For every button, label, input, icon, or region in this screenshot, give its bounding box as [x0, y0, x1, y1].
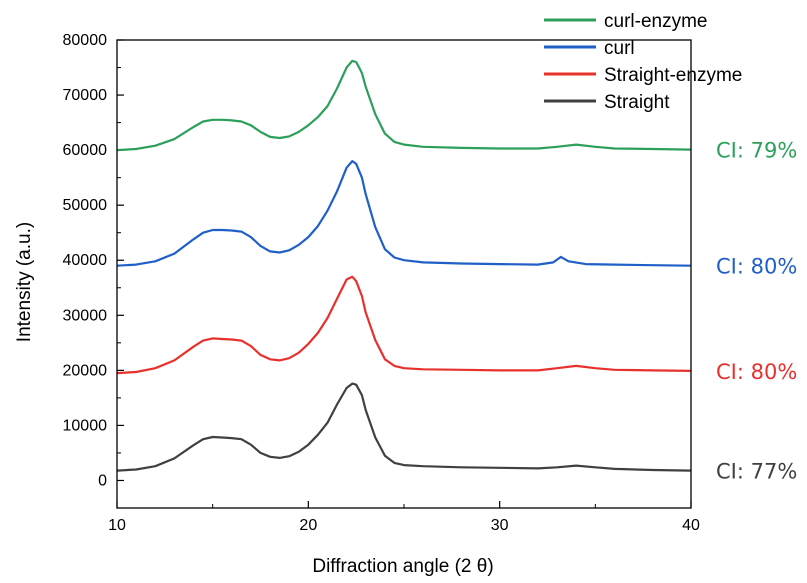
- y-tick-label: 50000: [63, 197, 108, 214]
- legend-label-straight-enzyme: Straight-enzyme: [604, 65, 742, 86]
- legend-label-curl-enzyme: curl-enzyme: [604, 11, 707, 32]
- y-tick-label: 80000: [63, 32, 108, 49]
- y-tick-label: 60000: [63, 142, 108, 159]
- y-axis-ticks: 0 10000 20000 30000 40000 50000 60000 70000 8000…: [63, 32, 124, 509]
- x-axis-ticks: 10 20 30 40: [108, 501, 700, 534]
- legend-label-curl: curl: [604, 38, 635, 59]
- y-tick-label: 10000: [63, 417, 108, 434]
- series-line-straight: [116, 382, 692, 472]
- ci-label-straight: CI: 77%: [716, 460, 797, 484]
- ci-label-curl-enzyme: CI: 79%: [716, 139, 797, 163]
- y-tick-label: 40000: [63, 252, 108, 269]
- x-tick-label: 10: [108, 517, 126, 534]
- legend: curl-enzyme curl Straight-enzyme Straight: [544, 11, 742, 113]
- series-line-curl: [116, 160, 692, 267]
- x-axis-title: Diffraction angle (2 θ): [312, 556, 493, 577]
- x-tick-label: 20: [299, 517, 317, 534]
- ci-label-curl: CI: 80%: [716, 255, 797, 279]
- x-tick-label: 30: [491, 517, 509, 534]
- x-tick-label: 40: [682, 517, 700, 534]
- y-tick-label: 20000: [63, 362, 108, 379]
- y-axis-title: Intensity (a.u.): [14, 222, 35, 342]
- series-layer: [116, 59, 692, 472]
- legend-label-straight: Straight: [604, 92, 670, 113]
- series-line-curl-enzyme: [116, 59, 692, 152]
- y-tick-label: 30000: [63, 307, 108, 324]
- y-tick-label: 0: [98, 472, 107, 489]
- ci-annotations: CI: 79% CI: 80% CI: 80% CI: 77%: [716, 139, 797, 484]
- ci-label-straight-enzyme: CI: 80%: [716, 360, 797, 384]
- plot-frame: [116, 39, 692, 509]
- y-tick-label: 70000: [63, 87, 108, 104]
- series-line-straight-enzyme: [116, 275, 692, 375]
